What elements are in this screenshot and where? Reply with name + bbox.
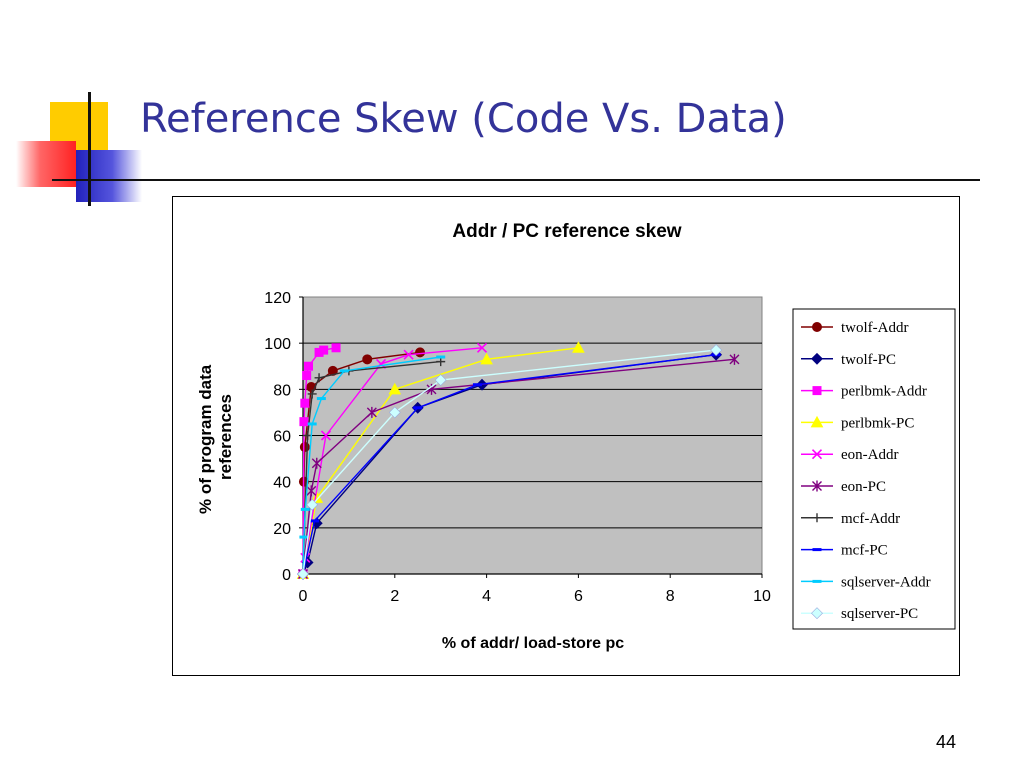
deco-vertical-line xyxy=(88,92,91,206)
legend-entry: sqlserver-PC xyxy=(841,606,918,622)
y-tick-label: 20 xyxy=(273,521,291,538)
series-line-mcf-Addr xyxy=(302,360,441,575)
legend-entry: eon-Addr xyxy=(841,447,898,463)
data-point-eon-Addr xyxy=(476,342,488,353)
legend-marker xyxy=(811,607,823,620)
legend-marker xyxy=(812,322,822,332)
legend-entry: twolf-Addr xyxy=(841,320,909,336)
y-tick-label: 80 xyxy=(273,382,291,399)
data-point-mcf-PC xyxy=(413,406,423,410)
data-point-twolf-Addr xyxy=(327,365,338,376)
chart-frame: Addr / PC reference skew 0 20 40 60 80 100 120… xyxy=(172,196,960,676)
legend-entry: mcf-Addr xyxy=(841,511,900,527)
data-point-eon-Addr xyxy=(320,430,332,441)
x-tick-label: 6 xyxy=(574,588,583,605)
data-point-perlbmk-Addr xyxy=(304,361,314,371)
x-tick-label: 2 xyxy=(390,588,399,605)
data-point-eon-Addr xyxy=(403,349,414,360)
data-point-twolf-Addr xyxy=(362,354,373,365)
data-point-perlbmk-PC xyxy=(388,382,402,395)
data-point-sqlserver-Addr xyxy=(339,369,349,373)
data-point-eon-PC xyxy=(366,406,377,418)
legend-marker xyxy=(811,352,823,365)
data-point-mcf-Addr xyxy=(307,389,317,399)
data-point-twolf-Addr xyxy=(415,347,426,358)
x-axis-label: % of addr/ load-store pc xyxy=(442,635,624,652)
data-point-perlbmk-Addr xyxy=(302,370,312,380)
legend-marker xyxy=(811,449,823,460)
x-tick-label: 10 xyxy=(753,588,771,605)
legend: twolf-Addr twolf-PC perlbmk-Addr perlbmk-PC… xyxy=(792,308,956,630)
chart-title: Addr / PC reference skew xyxy=(452,221,681,242)
data-point-sqlserver-Addr xyxy=(316,397,326,401)
line-chart: Addr / PC reference skew 020406080100120… xyxy=(196,221,956,652)
deco-horizontal-line xyxy=(52,179,980,181)
legend-marker xyxy=(812,579,822,583)
legend-entry: mcf-PC xyxy=(841,543,888,559)
x-tick-label: 0 xyxy=(299,588,308,605)
data-point-eon-PC xyxy=(311,457,322,469)
y-tick-label: 120 xyxy=(264,290,291,307)
deco-blue-square xyxy=(76,150,142,202)
legend-entry: twolf-PC xyxy=(841,352,896,368)
x-tick-label: 8 xyxy=(666,588,675,605)
y-tick-label: 100 xyxy=(264,336,291,353)
data-point-perlbmk-Addr xyxy=(300,398,310,408)
data-point-mcf-PC xyxy=(309,519,319,523)
data-point-mcf-PC xyxy=(472,383,482,387)
data-point-mcf-Addr xyxy=(436,357,446,367)
y-axis-label: % of program data references xyxy=(196,360,235,514)
legend-entry: perlbmk-PC xyxy=(841,415,914,431)
y-tick-label: 0 xyxy=(282,567,291,584)
data-point-perlbmk-Addr xyxy=(299,417,309,427)
legend-marker xyxy=(812,548,822,552)
data-point-sqlserver-Addr xyxy=(436,355,446,359)
data-point-perlbmk-PC xyxy=(572,341,585,353)
page-title: Reference Skew (Code Vs. Data) xyxy=(140,96,787,142)
data-point-perlbmk-Addr xyxy=(331,343,341,353)
legend-marker xyxy=(812,513,822,523)
legend-entry: sqlserver-Addr xyxy=(841,574,931,590)
data-point-sqlserver-Addr xyxy=(299,535,309,539)
legend-entry: eon-PC xyxy=(841,479,886,495)
data-point-sqlserver-PC xyxy=(297,568,309,580)
data-point-sqlserver-Addr xyxy=(307,422,317,426)
data-point-sqlserver-Addr xyxy=(300,507,310,511)
y-tick-label: 60 xyxy=(273,429,291,446)
data-point-perlbmk-Addr xyxy=(319,345,329,355)
legend-box xyxy=(792,308,956,630)
data-point-eon-PC xyxy=(729,353,740,365)
x-tick-label: 4 xyxy=(482,588,491,605)
legend-marker xyxy=(810,415,824,428)
data-point-sqlserver-PC xyxy=(710,344,723,357)
y-tick-label: 40 xyxy=(273,475,291,492)
legend-marker xyxy=(812,386,822,396)
data-point-mcf-Addr xyxy=(314,373,324,383)
data-point-sqlserver-PC xyxy=(306,498,319,511)
data-point-perlbmk-PC xyxy=(480,352,493,365)
legend-entry: perlbmk-Addr xyxy=(841,384,927,400)
data-point-eon-PC xyxy=(426,383,437,395)
data-point-sqlserver-PC xyxy=(388,406,401,419)
legend-marker xyxy=(812,480,822,492)
data-point-perlbmk-Addr xyxy=(314,347,324,357)
data-point-sqlserver-PC xyxy=(434,374,447,387)
data-point-eon-PC xyxy=(306,485,317,497)
slide-number: 44 xyxy=(936,732,957,752)
